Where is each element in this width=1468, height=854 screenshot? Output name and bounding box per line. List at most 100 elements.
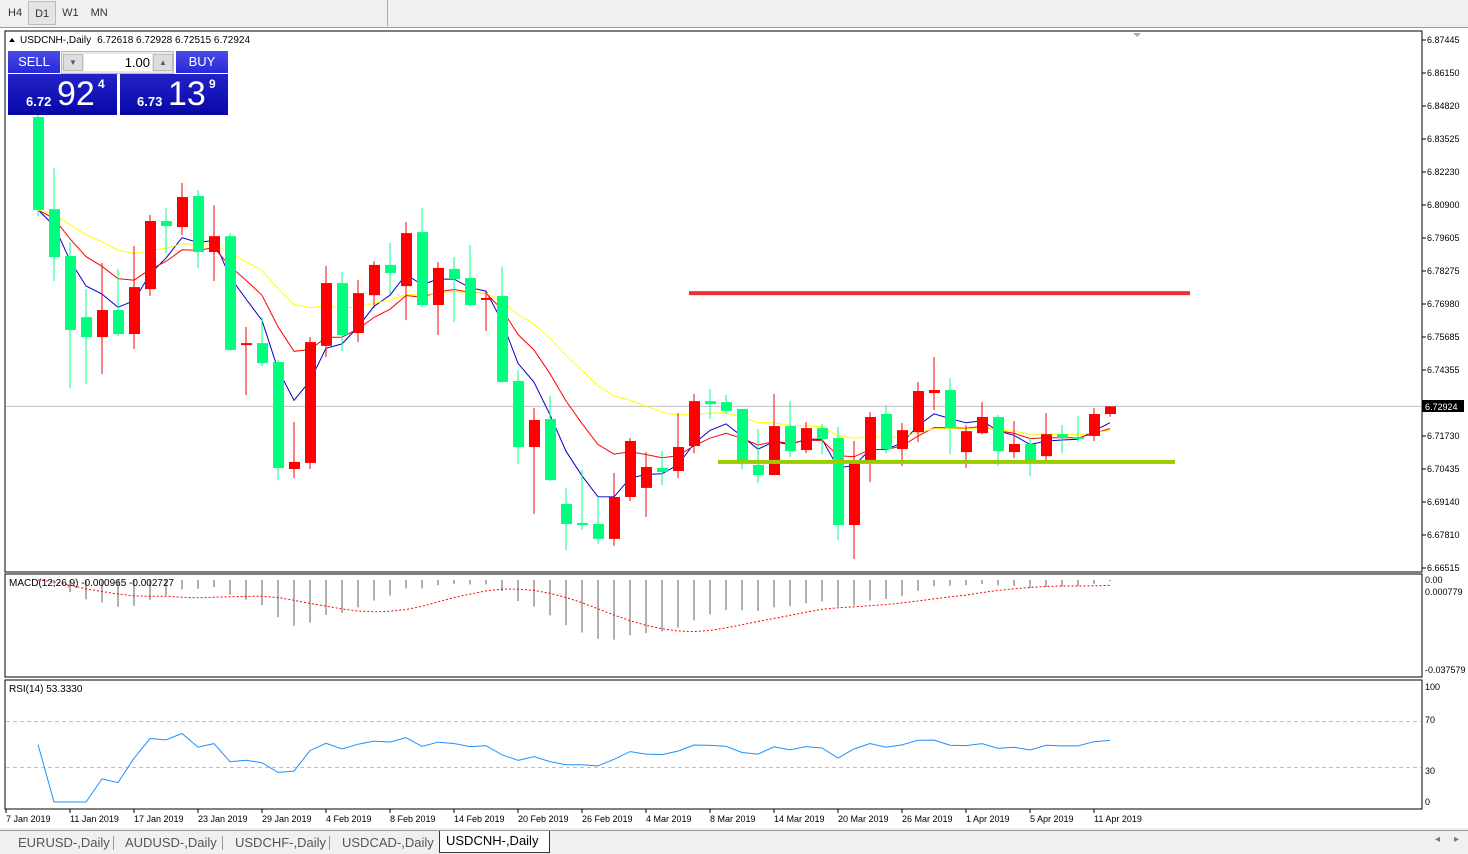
candle-bullish xyxy=(97,310,108,338)
tabs-scroll-right-icon[interactable]: ▸ xyxy=(1454,834,1460,845)
buy-price[interactable]: 6.73 13 9 xyxy=(120,74,228,115)
timeframe-mn[interactable]: MN xyxy=(90,7,108,19)
candle-bullish xyxy=(433,267,444,306)
candle-bearish xyxy=(465,278,476,306)
timeframe-d1[interactable]: D1 xyxy=(28,1,57,25)
tab-eurusd[interactable]: EURUSD-,Daily xyxy=(18,835,110,850)
rsi-axis-70: 70 xyxy=(1425,715,1435,725)
sell-price[interactable]: 6.72 92 4 xyxy=(8,74,117,115)
buy-price-prefix: 6.73 xyxy=(137,94,163,109)
candle-bearish xyxy=(1025,444,1036,463)
tab-usdchf[interactable]: USDCHF-,Daily xyxy=(235,835,326,850)
candle-bullish xyxy=(177,197,188,228)
sell-button[interactable]: SELL xyxy=(8,51,60,73)
rsi-line xyxy=(37,732,1111,803)
chart-canvas[interactable]: 6.87445 6.86150 6.84820 6.83525 6.82230 6.809… xyxy=(0,28,1468,829)
macd-pane xyxy=(4,573,1423,678)
candle-bearish xyxy=(817,428,828,439)
candle-bullish xyxy=(289,461,300,469)
price-axis-label: 6.70435 xyxy=(1427,464,1460,474)
date-axis-label: 26 Feb 2019 xyxy=(582,814,633,824)
tab-usdcad[interactable]: USDCAD-,Daily xyxy=(342,835,434,850)
timeframe-toolbar: H4 D1 W1 MN xyxy=(0,0,388,26)
rsi-pane xyxy=(4,679,1423,810)
candle-bullish xyxy=(401,233,412,287)
candle-bearish xyxy=(513,380,524,448)
price-axis-label: 6.69140 xyxy=(1427,497,1460,507)
candle-bullish xyxy=(769,426,780,476)
price-axis-label: 6.87445 xyxy=(1427,35,1460,45)
macd-label: MACD(12,26,9) -0.000965 -0.002727 xyxy=(9,578,175,589)
current-price-label: 6.72924 xyxy=(1425,402,1458,412)
candle-bearish xyxy=(705,401,716,405)
date-axis-label: 20 Mar 2019 xyxy=(838,814,889,824)
one-click-trading-panel: SELL ▼ ▲ BUY 6.72 92 4 6.73 13 9 xyxy=(8,51,228,115)
candle-bearish xyxy=(257,343,268,364)
lot-size-input[interactable] xyxy=(84,54,152,71)
candle-bullish xyxy=(1105,406,1116,415)
candle-bullish xyxy=(977,417,988,434)
lot-increase-button[interactable]: ▲ xyxy=(153,54,173,71)
chart-window: 6.87445 6.86150 6.84820 6.83525 6.82230 6.809… xyxy=(0,27,1468,828)
timeframe-h4[interactable]: H4 xyxy=(8,7,23,19)
candle-bearish xyxy=(833,437,844,525)
candle-bearish xyxy=(753,464,764,476)
candle-bearish xyxy=(193,196,204,253)
macd-axis-zero: 0.00 xyxy=(1425,575,1443,585)
date-axis-label: 8 Mar 2019 xyxy=(710,814,756,824)
price-axis-label: 6.74355 xyxy=(1427,365,1460,375)
rsi-axis-100: 100 xyxy=(1425,682,1440,692)
buy-price-pip: 9 xyxy=(209,77,216,91)
current-price-tag xyxy=(1422,400,1464,412)
candle-bullish xyxy=(801,428,812,451)
date-axis-label: 20 Feb 2019 xyxy=(518,814,569,824)
candle-bearish xyxy=(1057,434,1068,438)
candle-bullish xyxy=(529,420,540,448)
main-pane xyxy=(4,30,1423,573)
price-axis-label: 6.67810 xyxy=(1427,530,1460,540)
rsi-axis-0: 0 xyxy=(1425,797,1430,807)
price-axis-label: 6.76980 xyxy=(1427,299,1460,309)
price-axis-label: 6.66515 xyxy=(1427,563,1460,573)
tabs-scroll-left-icon[interactable]: ◂ xyxy=(1435,834,1441,845)
resistance-line xyxy=(689,291,1190,296)
candle-bullish xyxy=(625,440,636,497)
candle-bearish xyxy=(737,408,748,461)
macd-axis-max: 0.000779 xyxy=(1425,587,1463,597)
timeframe-w1[interactable]: W1 xyxy=(62,7,79,19)
candle-bearish xyxy=(721,402,732,411)
candle-bearish xyxy=(417,232,428,306)
sell-price-pip: 4 xyxy=(98,77,105,91)
candle-bullish xyxy=(865,417,876,462)
candle-bullish xyxy=(673,447,684,472)
lot-decrease-button[interactable]: ▼ xyxy=(63,54,83,71)
candle-bearish xyxy=(657,467,668,473)
date-axis-label: 14 Mar 2019 xyxy=(774,814,825,824)
date-axis-label: 29 Jan 2019 xyxy=(262,814,312,824)
date-axis-label: 14 Feb 2019 xyxy=(454,814,505,824)
candle-bearish xyxy=(225,236,236,350)
tab-usdcnh[interactable]: USDCNH-,Daily xyxy=(439,831,550,853)
date-axis-label: 5 Apr 2019 xyxy=(1030,814,1074,824)
date-axis-label: 4 Feb 2019 xyxy=(326,814,372,824)
candle-bullish xyxy=(961,431,972,453)
candle-bullish xyxy=(481,297,492,300)
candle-bearish xyxy=(385,264,396,273)
candle-bullish xyxy=(1009,444,1020,453)
candle-bearish xyxy=(1073,436,1084,439)
candle-bearish xyxy=(161,221,172,227)
rsi-axis-30: 30 xyxy=(1425,766,1435,776)
date-axis-label: 23 Jan 2019 xyxy=(198,814,248,824)
date-axis-label: 4 Mar 2019 xyxy=(646,814,692,824)
buy-button[interactable]: BUY xyxy=(176,51,228,73)
candle-bullish xyxy=(129,287,140,335)
date-axis-label: 17 Jan 2019 xyxy=(134,814,184,824)
candle-bearish xyxy=(993,417,1004,452)
candle-bearish xyxy=(49,209,60,258)
tab-audusd[interactable]: AUDUSD-,Daily xyxy=(125,835,217,850)
candle-bearish xyxy=(497,295,508,382)
macd-signal-line xyxy=(37,579,1111,633)
chart-shift-icon[interactable] xyxy=(1133,33,1141,37)
candle-bearish xyxy=(561,504,572,524)
collapse-triangle-icon[interactable] xyxy=(9,38,15,42)
